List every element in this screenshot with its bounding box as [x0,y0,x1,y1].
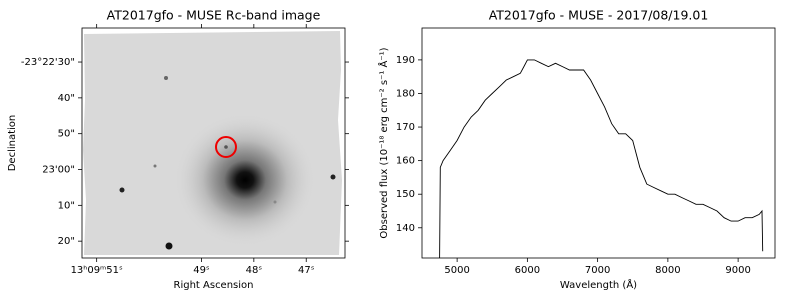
transient-marker [215,136,237,158]
y-tick-label: -23°22'30" [21,57,75,68]
star [273,200,277,204]
x-tick-label: 7000 [585,265,610,276]
y-tick-label: 150 [396,189,415,200]
x-tick-label: 6000 [515,265,540,276]
transient [224,145,228,149]
y-tick-label: 190 [396,55,415,66]
x-tick-label: 47ˢ [298,265,315,276]
x-tick-label: 5000 [444,265,469,276]
y-tick-label: 140 [396,223,415,234]
chart-title: AT2017gfo - MUSE Rc-band image [107,8,321,23]
y-tick-label: 170 [396,122,415,133]
chart-title: AT2017gfo - MUSE - 2017/08/19.01 [489,8,709,23]
y-axis-label: Observed flux (10⁻¹⁸ erg cm⁻² s⁻¹ Å⁻¹) [377,47,390,238]
star [164,76,168,80]
x-tick-label: 13ʰ09ᵐ51ˢ [71,265,123,276]
y-tick-label: 160 [396,156,415,167]
x-tick-label: 48ˢ [246,265,263,276]
y-tick-label: 20" [58,236,75,247]
y-tick-label: 40" [58,93,75,104]
y-axis-label: Declination [7,115,18,172]
y-tick-label: 180 [396,88,415,99]
spectrum-line [439,59,764,259]
x-axis-label: Wavelength (Å) [560,278,637,291]
x-axis-label: Right Ascension [174,280,254,291]
sky-image [83,31,342,255]
plot-frame [421,27,776,259]
host-galaxy [175,114,315,246]
x-tick-label: 8000 [655,265,680,276]
y-tick-label: 10" [58,200,75,211]
y-tick-label: 23'00" [42,165,75,176]
y-tick-label: 50" [58,129,75,140]
x-tick-label: 49ˢ [193,265,210,276]
star [119,187,125,193]
star [330,174,336,180]
x-tick-label: 9000 [725,265,750,276]
plot-frame [81,27,346,259]
star [153,164,157,168]
star [165,242,173,250]
